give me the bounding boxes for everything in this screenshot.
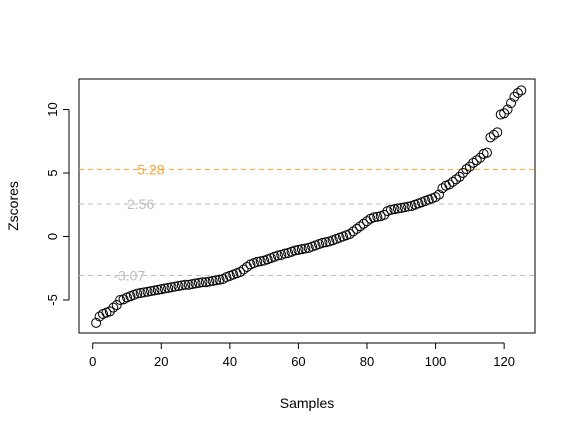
reference-line-label: 2.56 [127,196,154,212]
y-tick-label: 5 [45,169,60,176]
data-point [483,148,492,157]
x-tick-label: 80 [360,354,374,369]
x-tick-label: 0 [89,354,96,369]
x-axis-label: Samples [280,395,334,411]
x-tick-label: 60 [291,354,305,369]
reference-line-label: -3.07 [113,267,145,283]
y-axis-label: Zscores [5,181,21,231]
data-points [92,86,526,327]
x-tick-label: 40 [223,354,237,369]
y-axis: -5 0 5 10 [45,102,69,306]
y-tick-label: -5 [45,294,60,306]
reference-line-label: 5.28 [137,161,164,177]
x-tick-label: 120 [493,354,515,369]
y-tick-label: 0 [45,233,60,240]
data-point [500,109,509,118]
x-axis: 0 20 40 60 80 100 120 [89,343,515,369]
reference-lines: 5.28 2.56 -3.07 [79,161,535,283]
y-tick-label: 10 [45,102,60,116]
x-tick-label: 20 [154,354,168,369]
x-tick-label: 100 [425,354,447,369]
